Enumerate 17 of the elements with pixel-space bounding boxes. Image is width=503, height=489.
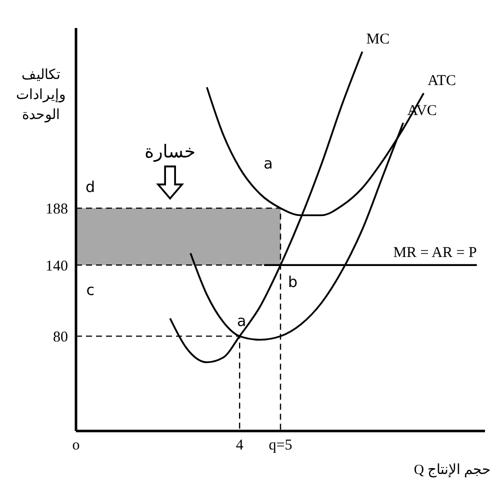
series-label: ATC [428, 73, 456, 90]
y-tick-label: 80 [53, 330, 68, 346]
y-axis-title: تكاليف وإيرادات الوحدة [15, 67, 67, 125]
annotation: d [86, 178, 96, 196]
annotation: a [237, 312, 246, 330]
annotation: a [264, 154, 273, 172]
x-tick-label: 4 [236, 438, 244, 454]
annotation: خسارة [144, 141, 196, 162]
annotation: b [288, 272, 298, 291]
x-axis-title: حجم الإنتاج Q [414, 462, 491, 479]
x-tick-label: o [72, 438, 80, 454]
annotation: c [86, 281, 94, 300]
x-tick-label: q=5 [268, 438, 292, 454]
y-tick-label: 188 [46, 201, 68, 218]
series-label: MC [366, 32, 390, 48]
y-tick-label: 140 [46, 258, 68, 274]
series-label: MR = AR = P [393, 245, 477, 262]
